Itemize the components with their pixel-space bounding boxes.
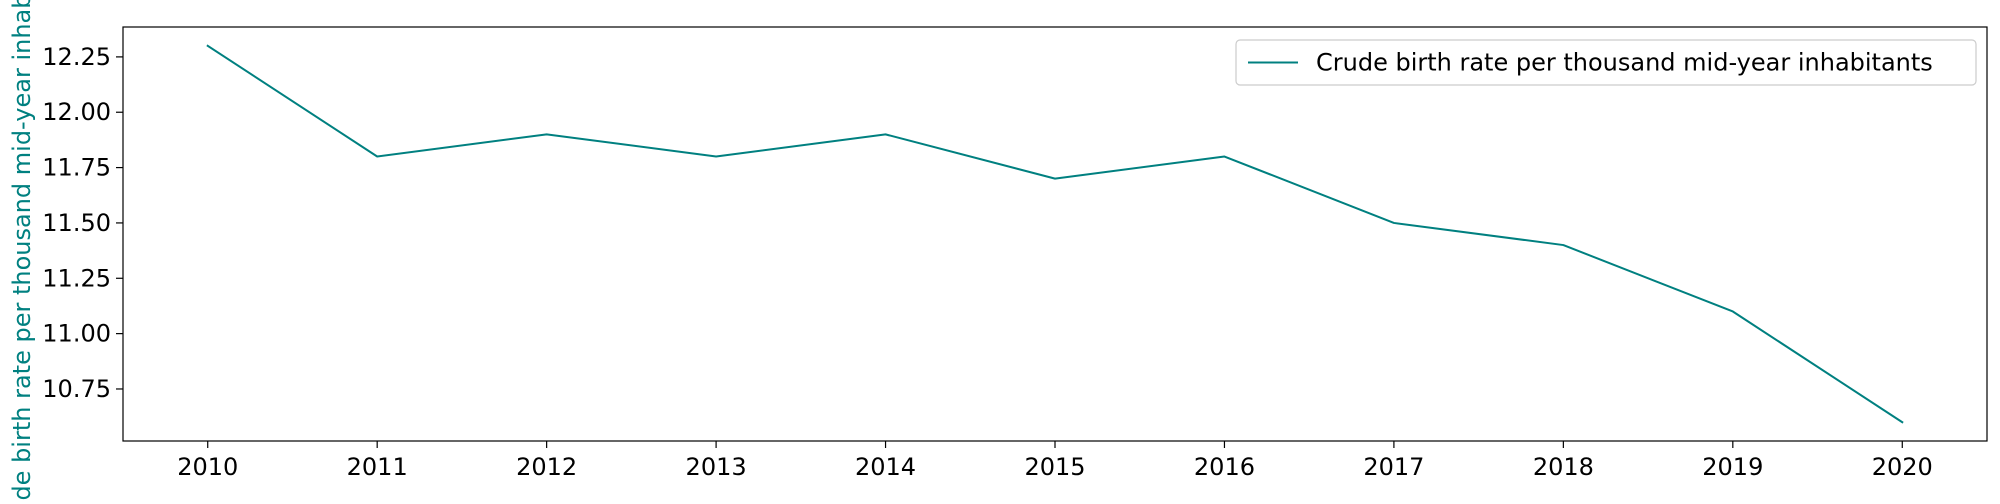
plot-frame bbox=[122, 26, 1988, 442]
y-axis-label: Crude birth rate per thousand mid-year i… bbox=[8, 0, 36, 500]
x-tick-label: 2018 bbox=[1533, 453, 1594, 481]
series-layer bbox=[206, 44, 1904, 424]
legend-layer: Crude birth rate per thousand mid-year i… bbox=[1235, 39, 1977, 86]
y-tick-label: 11.50 bbox=[42, 209, 111, 237]
y-tick-label: 11.25 bbox=[42, 264, 111, 292]
y-tick-label: 12.25 bbox=[42, 43, 111, 71]
y-tick-label: 12.00 bbox=[42, 98, 111, 126]
x-tick-label: 2010 bbox=[177, 453, 238, 481]
x-tick-label: 2020 bbox=[1872, 453, 1933, 481]
x-tick-label: 2012 bbox=[516, 453, 577, 481]
series-line bbox=[206, 44, 1904, 424]
y-tick-label: 11.75 bbox=[42, 154, 111, 182]
x-tick-label: 2017 bbox=[1363, 453, 1424, 481]
y-tick-label: 11.00 bbox=[42, 320, 111, 348]
x-tick-label: 2014 bbox=[855, 453, 916, 481]
x-tick-label: 2013 bbox=[686, 453, 747, 481]
axes-layer bbox=[122, 26, 1988, 442]
ticks-layer: 2010 2011 2012 2013 2014 2015 2016 2017 2018 2019… bbox=[42, 43, 1933, 481]
x-tick-label: 2016 bbox=[1194, 453, 1255, 481]
legend-label: Crude birth rate per thousand mid-year i… bbox=[1316, 49, 1933, 77]
y-tick-label: 10.75 bbox=[42, 375, 111, 403]
x-tick-label: 2011 bbox=[347, 453, 408, 481]
x-tick-label: 2015 bbox=[1024, 453, 1085, 481]
x-tick-label: 2019 bbox=[1702, 453, 1763, 481]
legend-box bbox=[1235, 39, 1977, 86]
